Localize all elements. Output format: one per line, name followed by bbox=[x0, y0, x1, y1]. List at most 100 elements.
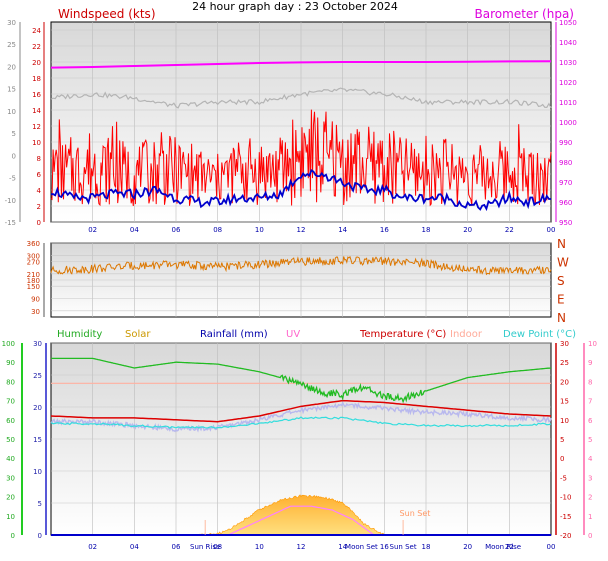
legend-entry: Dew Point (°C) bbox=[503, 329, 576, 340]
legend-entry: Humidity bbox=[57, 329, 102, 340]
rainfall-tick-label: 10 bbox=[33, 468, 42, 476]
temperature-tick-label: -20 bbox=[560, 532, 571, 540]
barometer-tick-label: 1020 bbox=[559, 79, 577, 87]
wind-gust-line bbox=[50, 109, 552, 207]
humidity-tick-label: 70 bbox=[6, 398, 15, 406]
wind-x-tick-label: 18 bbox=[422, 226, 431, 234]
wind-x-tick-label: 10 bbox=[255, 226, 264, 234]
windspeed-tick-label: 2 bbox=[37, 203, 41, 211]
conditions-x-tick-label: 10 bbox=[255, 543, 264, 551]
conditions-x-tick-label: 18 bbox=[422, 543, 431, 551]
conditions-axes: 0102030405060708090100051015202530-20-15… bbox=[2, 340, 597, 551]
conditions-x-tick-label: Sun Set bbox=[390, 543, 417, 551]
legend-entry: Temperature (°C) bbox=[359, 329, 446, 340]
wind-average-line bbox=[50, 168, 551, 212]
direction-tick-label: 30 bbox=[31, 308, 40, 316]
humidity-tick-label: 10 bbox=[6, 513, 15, 521]
compass-label: N bbox=[557, 237, 566, 251]
rainfall-tick-label: 20 bbox=[33, 404, 42, 412]
wind-series bbox=[50, 60, 552, 212]
outer-axis-tick-label: 10 bbox=[7, 108, 16, 116]
conditions-annotations: Sun Set bbox=[204, 509, 430, 535]
windspeed-tick-label: 20 bbox=[32, 59, 41, 67]
conditions-x-tick-label: Sun Rise bbox=[190, 543, 220, 551]
windspeed-tick-label: 22 bbox=[32, 43, 41, 51]
uv-tick-label: 0 bbox=[588, 532, 592, 540]
uv-tick-label: 2 bbox=[588, 494, 592, 502]
conditions-x-tick-label: 06 bbox=[172, 543, 181, 551]
conditions-x-tick-label: 08 bbox=[213, 543, 222, 551]
temperature-tick-label: 0 bbox=[560, 455, 564, 463]
rainfall-tick-label: 15 bbox=[33, 436, 42, 444]
humidity-tick-label: 0 bbox=[11, 532, 15, 540]
compass-label: S bbox=[557, 274, 565, 288]
conditions-x-tick-label: 20 bbox=[463, 543, 472, 551]
direction-tick-label: 90 bbox=[31, 296, 40, 304]
uv-tick-label: 4 bbox=[588, 455, 593, 463]
uv-tick-label: 5 bbox=[588, 436, 592, 444]
temperature-tick-label: -5 bbox=[560, 474, 567, 482]
wind-x-tick-label: 20 bbox=[463, 226, 472, 234]
conditions-x-tick-label: 12 bbox=[297, 543, 306, 551]
uv-tick-label: 9 bbox=[588, 359, 592, 367]
temperature-tick-label: -10 bbox=[560, 494, 571, 502]
wind-x-tick-label: 06 bbox=[172, 226, 181, 234]
temperature-tick-label: 20 bbox=[560, 378, 569, 386]
uv-tick-label: 3 bbox=[588, 474, 592, 482]
rainfall-tick-label: 5 bbox=[38, 500, 42, 508]
humidity-tick-label: 90 bbox=[6, 359, 15, 367]
temperature-tick-label: -15 bbox=[560, 513, 571, 521]
windspeed-tick-label: 24 bbox=[32, 27, 41, 35]
outer-axis-tick-label: 5 bbox=[12, 130, 16, 138]
humidity-tick-label: 80 bbox=[6, 378, 15, 386]
legend-entry: Indoor bbox=[450, 329, 483, 340]
outer-axis-tick-label: 25 bbox=[7, 41, 16, 49]
windspeed-tick-label: 8 bbox=[37, 155, 41, 163]
wind-x-tick-label: 22 bbox=[505, 226, 514, 234]
barometer-tick-label: 1010 bbox=[559, 99, 577, 107]
conditions-x-tick-label: Moon Set bbox=[345, 543, 378, 551]
temperature-tick-label: 25 bbox=[560, 359, 569, 367]
legend-entry: Solar bbox=[125, 329, 151, 340]
apparent-temperature-line bbox=[50, 400, 552, 433]
barometer-tick-label: 1050 bbox=[559, 19, 577, 27]
rainfall-tick-label: 0 bbox=[38, 532, 42, 540]
humidity-tick-label: 50 bbox=[6, 436, 15, 444]
windspeed-tick-label: 4 bbox=[37, 187, 42, 195]
direction-tick-label: 180 bbox=[27, 277, 40, 285]
direction-tick-label: 300 bbox=[27, 252, 40, 260]
wind-x-tick-label: 02 bbox=[88, 226, 97, 234]
conditions-series bbox=[50, 357, 552, 536]
wind-direction-line bbox=[50, 255, 552, 276]
humidity-tick-label: 20 bbox=[6, 494, 15, 502]
conditions-x-tick-label: 02 bbox=[88, 543, 97, 551]
humidity-tick-label: 60 bbox=[6, 417, 15, 425]
conditions-legend: Humidity Solar Rainfall (mm) UV Temperature … bbox=[57, 329, 576, 340]
barometer-tick-label: 970 bbox=[559, 179, 572, 187]
windspeed-tick-label: 0 bbox=[37, 219, 41, 227]
barometer-tick-label: 1040 bbox=[559, 39, 577, 47]
windspeed-axis-label: Windspeed (kts) bbox=[58, 7, 156, 21]
uv-tick-label: 10 bbox=[588, 340, 597, 348]
outer-axis-tick-label: 20 bbox=[7, 63, 16, 71]
conditions-x-tick-label: 00 bbox=[547, 543, 556, 551]
wind-grey-line bbox=[50, 87, 552, 109]
barometer-tick-label: 950 bbox=[559, 219, 572, 227]
temperature-tick-label: 10 bbox=[560, 417, 569, 425]
barometer-tick-label: 1000 bbox=[559, 119, 577, 127]
compass-label: E bbox=[557, 293, 565, 307]
outer-axis-tick-label: 15 bbox=[7, 86, 16, 94]
direction-grid bbox=[51, 242, 551, 317]
wind-x-tick-label: 12 bbox=[297, 226, 306, 234]
conditions-x-tick-label: 14 bbox=[338, 543, 347, 551]
outer-axis-tick-label: -10 bbox=[5, 197, 16, 205]
temperature-tick-label: 15 bbox=[560, 398, 569, 406]
uv-tick-label: 7 bbox=[588, 398, 592, 406]
outer-axis-tick-label: -15 bbox=[5, 219, 16, 227]
windspeed-tick-label: 18 bbox=[32, 75, 41, 83]
conditions-x-tick-label: Moon Rise bbox=[485, 543, 521, 551]
direction-tick-label: 360 bbox=[27, 240, 40, 248]
